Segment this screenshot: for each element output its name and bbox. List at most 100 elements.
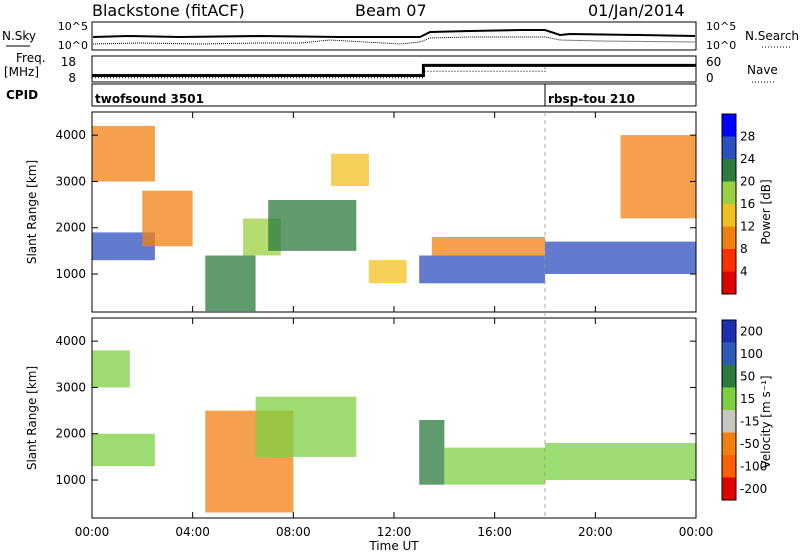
colorbar-swatch xyxy=(722,271,736,294)
colorbar-swatch xyxy=(722,226,736,249)
colorbar-tick-label: 8 xyxy=(740,242,748,256)
x-tick-label: 00:00 xyxy=(75,525,110,539)
scatter-band xyxy=(268,200,357,251)
beam-title: Beam 07 xyxy=(355,1,427,20)
noise-left-label: N.Sky xyxy=(2,29,36,43)
scatter-band xyxy=(331,153,369,187)
scatter-band xyxy=(142,190,193,247)
power-colorbar-label: Power [dB] xyxy=(759,179,773,244)
scatter-band xyxy=(368,260,407,284)
noise-right-label: N.Search xyxy=(745,29,799,43)
scatter-band xyxy=(419,419,445,485)
colorbar-swatch xyxy=(722,249,736,272)
time-axis-label: Time UT xyxy=(368,539,419,553)
nave-series-line xyxy=(92,64,696,79)
x-tick-label: 04:00 xyxy=(175,525,210,539)
noise-panel: N.Sky 10^5 10^0 10^5 10^0 N.Search xyxy=(2,20,799,52)
freq-right-label: Nave xyxy=(747,63,778,77)
colorbar-tick-label: 200 xyxy=(740,324,763,338)
freq-series-line xyxy=(92,63,696,77)
colorbar-tick-label: -100 xyxy=(740,459,767,473)
date-title: 01/Jan/2014 xyxy=(588,1,685,20)
noise-left-tick-bottom: 10^0 xyxy=(58,39,88,52)
colorbar-tick-label: 12 xyxy=(740,220,755,234)
velocity-panel: Slant Range [km] 1000 2000 3000 4000 00:00 0… xyxy=(25,112,773,553)
scatter-band xyxy=(431,237,546,256)
colorbar-swatch xyxy=(722,432,736,455)
freq-right-tick-bottom: 0 xyxy=(706,71,714,85)
scatter-band xyxy=(205,255,256,312)
scatter-band xyxy=(444,447,545,485)
power-ylabel: Slant Range [km] xyxy=(25,160,39,264)
scatter-band xyxy=(419,255,545,284)
cpid-label: CPID xyxy=(6,88,38,102)
x-tick-label: 12:00 xyxy=(377,525,412,539)
scatter-band xyxy=(545,241,696,274)
scatter-band xyxy=(92,125,155,182)
colorbar-swatch xyxy=(722,387,736,410)
freq-right-tick-top: 60 xyxy=(706,55,721,69)
scatter-band xyxy=(255,396,357,457)
cpid-panel: CPID twofsound 3501 rbsp-tou 210 xyxy=(6,83,697,107)
freq-left-label: Freq. xyxy=(16,51,46,65)
colorbar-frame xyxy=(721,319,737,501)
y-tick-label: 1000 xyxy=(55,267,86,281)
x-tick-label: 20:00 xyxy=(578,525,613,539)
y-tick-label: 4000 xyxy=(55,334,86,348)
colorbar-tick-label: -15 xyxy=(740,414,760,428)
y-tick-label: 2000 xyxy=(55,427,86,441)
y-tick-label: 3000 xyxy=(55,174,86,188)
colorbar-tick-label: 100 xyxy=(740,347,763,361)
colorbar-tick-label: 20 xyxy=(740,175,755,189)
scatter-band xyxy=(620,135,696,219)
colorbar-swatch xyxy=(722,342,736,365)
noise-frame xyxy=(91,21,697,51)
colorbar-swatch xyxy=(722,455,736,478)
colorbar-swatch xyxy=(722,204,736,227)
colorbar-frame xyxy=(721,113,737,295)
x-tick-label: 08:00 xyxy=(276,525,311,539)
station-title: Blackstone (fitACF) xyxy=(92,1,245,20)
colorbar-swatch xyxy=(722,477,736,500)
colorbar-tick-label: 15 xyxy=(740,392,755,406)
cpid-segment-label: rbsp-tou 210 xyxy=(548,92,635,106)
colorbar-tick-label: 24 xyxy=(740,152,755,166)
y-tick-label: 1000 xyxy=(55,473,86,487)
colorbar-swatch xyxy=(722,410,736,433)
colorbar-swatch xyxy=(722,159,736,182)
noise-left-tick-top: 10^5 xyxy=(58,20,88,33)
colorbar-tick-label: -200 xyxy=(740,482,767,496)
y-tick-label: 4000 xyxy=(55,128,86,142)
y-tick-label: 3000 xyxy=(55,380,86,394)
noise-search-line xyxy=(92,36,696,45)
velocity-background xyxy=(92,318,696,518)
freq-frame xyxy=(91,55,697,83)
colorbar-tick-label: 16 xyxy=(740,197,755,211)
cpid-segment-label: twofsound 3501 xyxy=(95,92,204,106)
scatter-band xyxy=(545,443,696,480)
y-tick-label: 2000 xyxy=(55,221,86,235)
noise-sky-line xyxy=(92,29,696,39)
colorbar-tick-label: 4 xyxy=(740,265,748,279)
colorbar-swatch xyxy=(722,365,736,388)
freq-left-unit: [MHz] xyxy=(4,65,39,79)
freq-left-tick-bottom: 8 xyxy=(68,71,76,85)
colorbar-tick-label: 50 xyxy=(740,369,755,383)
x-tick-label: 00:00 xyxy=(679,525,714,539)
power-panel: Slant Range [km] 1000 2000 3000 4000 28 24 20… xyxy=(25,111,773,313)
colorbar-swatch xyxy=(722,114,736,137)
velocity-ylabel: Slant Range [km] xyxy=(25,366,39,470)
velocity-colorbar-label: Velocity [m s⁻¹] xyxy=(759,375,773,468)
noise-right-tick-top: 10^5 xyxy=(706,20,736,33)
colorbar-tick-label: 28 xyxy=(740,130,755,144)
scatter-band xyxy=(92,433,155,467)
noise-right-tick-bottom: 10^0 xyxy=(706,39,736,52)
freq-left-tick-top: 18 xyxy=(61,55,76,69)
x-tick-label: 16:00 xyxy=(477,525,512,539)
scatter-band xyxy=(92,350,130,388)
frequency-panel: Freq. [MHz] 18 8 60 0 Nave xyxy=(4,51,778,85)
colorbar-tick-label: -50 xyxy=(740,437,760,451)
colorbar-swatch xyxy=(722,136,736,159)
colorbar-swatch xyxy=(722,320,736,343)
